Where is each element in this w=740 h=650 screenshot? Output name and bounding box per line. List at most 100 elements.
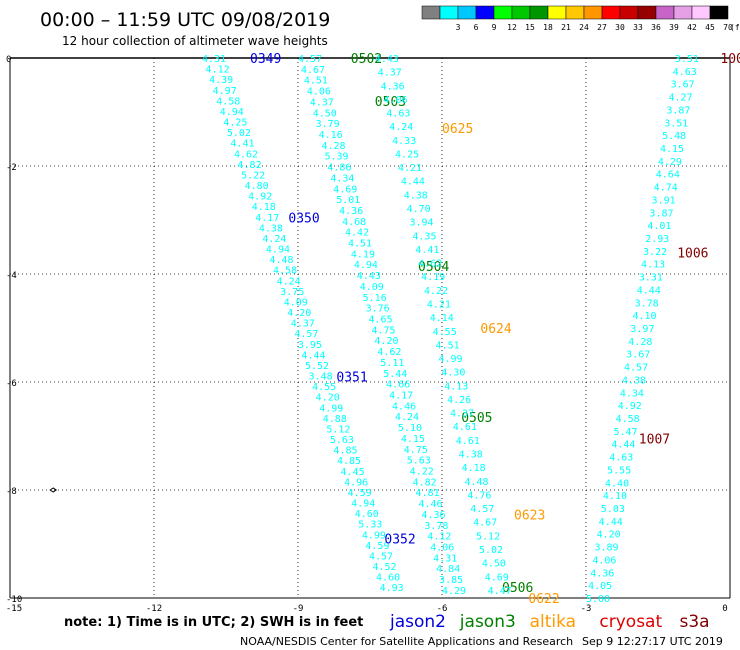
swh-value-label: 4.57 — [369, 551, 393, 562]
swh-value-label: 5.52 — [305, 361, 329, 372]
legend-bin-label: 3 — [456, 23, 461, 32]
legend-swatch — [637, 5, 657, 20]
swh-value-label: 4.57 — [470, 504, 494, 515]
swh-value-label: 5.39 — [324, 152, 348, 163]
pass-time-label: 0504 — [418, 260, 449, 275]
swh-value-label: 5.55 — [607, 465, 631, 476]
swh-value-label: 4.46 — [392, 401, 416, 412]
legend-bin-label: 12 — [507, 23, 517, 32]
swh-value-label: 4.99 — [362, 530, 386, 541]
swh-value-label: 4.65 — [369, 315, 393, 326]
y-tick-label: -10 — [6, 595, 22, 605]
swh-value-label: 4.63 — [609, 453, 633, 464]
swh-value-label: 4.06 — [430, 542, 454, 553]
legend-bin-label: 15 — [525, 23, 535, 32]
swh-value-label: 5.02 — [227, 128, 251, 139]
legend-swatch — [493, 5, 513, 20]
timestamp-text: Sep 9 12:27:17 UTC 2019 — [582, 635, 723, 648]
swh-value-label: 4.38 — [622, 375, 646, 386]
swh-value-label: 4.41 — [230, 139, 254, 150]
legend-bin-label: 18 — [543, 23, 553, 32]
swh-value-label: 4.01 — [647, 221, 671, 232]
swh-value-label: 4.85 — [337, 456, 361, 467]
swh-value-label: 5.33 — [358, 520, 382, 531]
swh-value-label: 4.99 — [438, 354, 462, 365]
pass-time-label: 0352 — [384, 533, 415, 548]
pass-time-label: 0624 — [480, 322, 511, 337]
swh-value-label: 4.06 — [307, 87, 331, 98]
swh-value-label: 4.46 — [418, 499, 442, 510]
swh-value-label: 4.17 — [389, 391, 413, 402]
swh-value-label: 4.51 — [348, 239, 372, 250]
pass-time-label: 0505 — [461, 411, 492, 426]
swh-value-label: 4.29 — [658, 157, 682, 168]
y-tick-label: -4 — [6, 271, 17, 281]
swh-value-label: 4.06 — [383, 95, 407, 106]
pass-time-label: 1006 — [677, 246, 708, 261]
legend-bin-label: 70 — [723, 23, 733, 32]
swh-value-label: 4.61 — [456, 436, 480, 447]
swh-value-label: 4.37 — [378, 68, 402, 79]
swh-value-label: 4.30 — [441, 368, 465, 379]
swh-value-label: 4.62 — [418, 259, 442, 270]
pass-time-label: 1005 — [720, 52, 740, 67]
legend-swatch — [439, 5, 459, 20]
swh-value-label: 4.66 — [386, 380, 410, 391]
legend-swatch — [475, 5, 495, 20]
legend-swatch — [457, 5, 477, 20]
swh-value-label: 4.24 — [262, 234, 286, 245]
swh-value-label: 4.94 — [266, 245, 290, 256]
swh-value-label: 4.24 — [389, 122, 413, 133]
swh-value-label: 4.26 — [447, 395, 471, 406]
legend-swatch — [421, 5, 441, 20]
swh-value-label: 4.55 — [433, 327, 457, 338]
swh-value-label: 4.15 — [401, 434, 425, 445]
legend-bin-label: 21 — [561, 23, 571, 32]
swh-value-label: 4.94 — [220, 107, 244, 118]
swh-value-label: 4.92 — [618, 401, 642, 412]
swh-value-label: 5.16 — [363, 293, 387, 304]
legend-bin-label: 39 — [669, 23, 679, 32]
swh-value-label: 3.89 — [594, 543, 618, 554]
swh-value-label: 5.01 — [336, 195, 360, 206]
swh-value-label: 4.69 — [485, 572, 509, 583]
legend-bin-label: 6 — [474, 23, 479, 32]
legend-bin-label: 30 — [615, 23, 625, 32]
swh-value-label: 4.25 — [223, 118, 247, 129]
satellite-name-jason2: jason2 — [389, 612, 446, 632]
x-tick-label: -9 — [293, 604, 304, 614]
x-tick-label: -6 — [437, 604, 448, 614]
swh-value-label: 4.38 — [259, 223, 283, 234]
pass-time-label: 0622 — [528, 592, 559, 607]
swh-value-label: 5.10 — [398, 423, 422, 434]
swh-value-label: 4.97 — [213, 86, 237, 97]
swh-value-label: 3.78 — [424, 521, 448, 532]
swh-value-label: 3.48 — [309, 372, 333, 383]
x-tick-label: -12 — [146, 604, 162, 614]
legend-swatch — [583, 5, 603, 20]
swh-value-label: 5.12 — [476, 531, 500, 542]
swh-value-label: 4.36 — [339, 206, 363, 217]
swh-value-label: 4.37 — [450, 409, 474, 420]
swh-value-label: 3.91 — [652, 195, 676, 206]
swh-value-label: 4.44 — [637, 285, 661, 296]
swh-value-label: 4.42 — [345, 228, 369, 239]
swh-value-label: 4.18 — [462, 463, 486, 474]
swh-value-label: 5.12 — [326, 424, 350, 435]
swh-value-label: 4.94 — [354, 260, 378, 271]
swh-value-label: 4.40 — [605, 478, 629, 489]
swh-value-label: 4.58 — [273, 266, 297, 277]
swh-value-label: 5.63 — [330, 435, 354, 446]
swh-value-label: 4.36 — [590, 568, 614, 579]
swh-value-label: 4.94 — [351, 499, 375, 510]
swh-value-label: 4.51 — [304, 76, 328, 87]
swh-value-label: 4.20 — [597, 530, 621, 541]
swh-value-label: 5.22 — [241, 170, 265, 181]
swh-value-label: 4.05 — [588, 581, 612, 592]
swh-value-label: 4.51 — [436, 340, 460, 351]
swh-value-label: 5.00 — [586, 594, 610, 605]
swh-value-label: 5.02 — [479, 545, 503, 556]
swh-value-label: 4.50 — [482, 559, 506, 570]
swh-value-label: 4.29 — [442, 586, 466, 597]
legend-bin-label: 36 — [651, 23, 661, 32]
